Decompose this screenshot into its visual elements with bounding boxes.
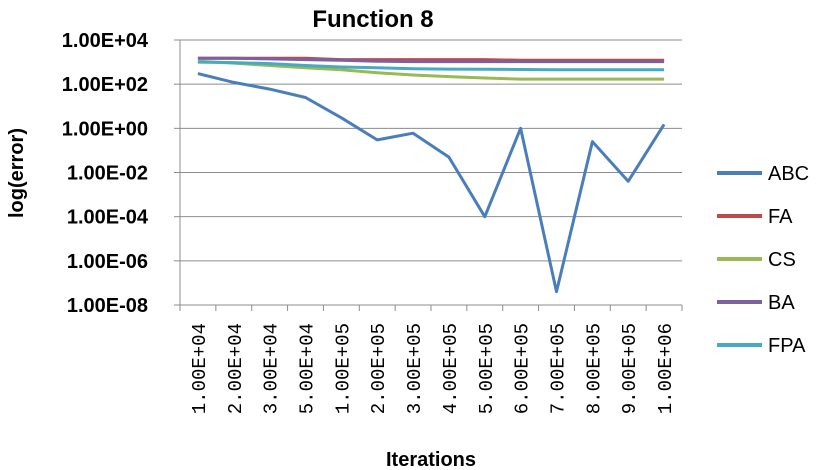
- x-tick-label: 9.00E+05: [619, 323, 641, 414]
- y-tick-labels: 1.00E+04 1.00E+02 1.00E+00 1.00E-02 1.00E-04…: [62, 30, 149, 317]
- y-tick-label: 1.00E+02: [62, 74, 148, 96]
- legend-label-fa: FA: [768, 206, 793, 228]
- legend-label-fpa: FPA: [768, 335, 806, 357]
- x-tick-label: 2.00E+04: [225, 323, 247, 414]
- y-tick-label: 1.00E-06: [67, 251, 148, 273]
- legend-label-cs: CS: [768, 249, 796, 271]
- series-lines: [197, 56, 666, 294]
- x-tick-label: 7.00E+05: [548, 323, 570, 414]
- x-tick-label: 4.00E+05: [440, 323, 462, 414]
- y-tick-label: 1.00E-02: [67, 163, 148, 185]
- y-tick-label: 1.00E-04: [67, 207, 149, 229]
- series-line-cs: [197, 59, 665, 81]
- x-tick-labels: 1.00E+04 2.00E+04 3.00E+04 5.00E+04 1.00E+05…: [189, 323, 677, 414]
- chart-title: Function 8: [312, 6, 433, 33]
- x-tick-label: 2.00E+05: [368, 323, 390, 414]
- series-line-abc: [197, 72, 666, 294]
- legend-label-ba: BA: [768, 292, 795, 314]
- x-tick-label: 5.00E+05: [476, 323, 498, 414]
- x-tick-label: 1.00E+05: [332, 323, 354, 414]
- x-tick-label: 3.00E+04: [261, 323, 283, 414]
- legend-label-abc: ABC: [768, 163, 809, 185]
- legend: ABC FA CS BA FPA: [717, 163, 809, 357]
- x-tick-label: 3.00E+05: [404, 323, 426, 414]
- y-tick-label: 1.00E-08: [67, 295, 148, 317]
- x-tick-label: 6.00E+05: [512, 323, 534, 414]
- x-tick-label: 1.00E+06: [655, 323, 677, 414]
- x-axis-title: Iterations: [386, 449, 476, 470]
- x-tick-label: 8.00E+05: [583, 323, 605, 414]
- series-line-ba: [197, 56, 665, 64]
- y-tick-label: 1.00E+00: [62, 118, 148, 140]
- grid-lines: [174, 39, 683, 311]
- x-tick-label: 1.00E+04: [189, 323, 211, 414]
- series-line-fpa: [197, 60, 665, 72]
- x-tick-label: 5.00E+04: [297, 323, 319, 414]
- y-axis-title: log(error): [6, 128, 28, 218]
- y-tick-label: 1.00E+04: [62, 30, 149, 52]
